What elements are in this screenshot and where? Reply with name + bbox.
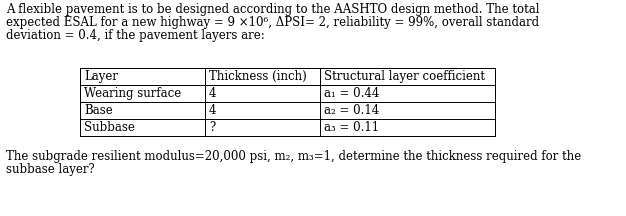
Text: 4: 4 [209, 104, 217, 117]
Text: a₁ = 0.44: a₁ = 0.44 [324, 87, 379, 100]
Text: a₂ = 0.14: a₂ = 0.14 [324, 104, 379, 117]
Text: A flexible pavement is to be designed according to the AASHTO design method. The: A flexible pavement is to be designed ac… [6, 3, 540, 16]
Bar [80, 68, 495, 136]
Text: Wearing surface: Wearing surface [84, 87, 182, 100]
Text: Structural layer coefficient: Structural layer coefficient [324, 70, 485, 83]
Text: Subbase: Subbase [84, 121, 135, 134]
Text: Thickness (inch): Thickness (inch) [209, 70, 307, 83]
Text: expected ESAL for a new highway = 9 ×10⁶, ΔPSI= 2, reliability = 99%, overall st: expected ESAL for a new highway = 9 ×10⁶… [6, 16, 539, 29]
Text: The subgrade resilient modulus=20,000 psi, m₂, m₃=1, determine the thickness req: The subgrade resilient modulus=20,000 ps… [6, 150, 582, 163]
Text: 4: 4 [209, 87, 217, 100]
Text: subbase layer?: subbase layer? [6, 163, 95, 176]
Text: Layer: Layer [84, 70, 118, 83]
Text: ?: ? [209, 121, 215, 134]
Text: deviation = 0.4, if the pavement layers are:: deviation = 0.4, if the pavement layers … [6, 29, 265, 42]
Text: Base: Base [84, 104, 113, 117]
Text: a₃ = 0.11: a₃ = 0.11 [324, 121, 379, 134]
